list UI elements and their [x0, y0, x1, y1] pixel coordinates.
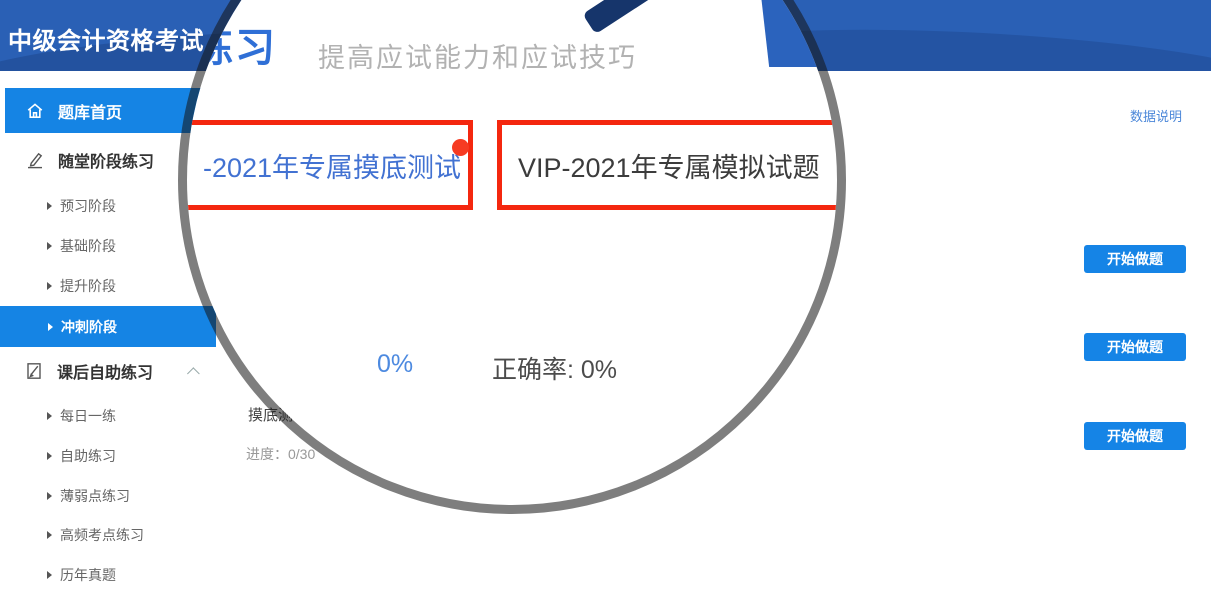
sidebar-item-label: 历年真题	[60, 567, 116, 583]
tab-label: -2021年专属摸底测试	[203, 152, 462, 183]
tab-label: VIP-2021年专属模拟试题	[518, 152, 820, 183]
magnified-header-fragment	[745, 0, 837, 67]
sidebar-item-label: 冲刺阶段	[61, 318, 117, 335]
sidebar-item-improve-stage[interactable]: 提升阶段	[0, 276, 216, 296]
sidebar-item-label: 提升阶段	[60, 278, 116, 294]
note-icon	[24, 361, 44, 381]
sidebar-item-label: 题库首页	[58, 104, 123, 122]
exam-item-progress: 进度：0/30	[246, 446, 316, 462]
pencil-icon	[25, 150, 45, 170]
magnifier-lens: 练习 提高应试能力和应试技巧 -2021年专属摸底测试 VIP-2021年专属模…	[187, 0, 837, 505]
bullet-triangle-icon	[47, 531, 52, 539]
magnified-header-ribbon	[582, 0, 658, 35]
tab-vip-2021-mock-exam[interactable]: VIP-2021年专属模拟试题	[497, 120, 837, 210]
bullet-triangle-icon	[48, 322, 53, 331]
start-practice-button-1[interactable]: 开始做题	[1084, 245, 1186, 273]
sidebar-item-label: 每日一练	[60, 408, 116, 424]
home-icon	[25, 101, 45, 121]
bullet-triangle-icon	[47, 202, 52, 210]
sidebar-item-in-class-stage-practice[interactable]: 随堂阶段练习	[0, 146, 216, 174]
bullet-triangle-icon	[47, 571, 52, 579]
notification-red-dot	[452, 139, 469, 156]
site-title: 中级会计资格考试	[8, 28, 204, 55]
sidebar-item-after-class-self-practice[interactable]: 课后自助练习	[0, 356, 216, 386]
sidebar-item-daily-practice[interactable]: 每日一练	[0, 406, 216, 426]
sidebar-item-label: 预习阶段	[60, 198, 116, 214]
start-practice-button-2[interactable]: 开始做题	[1084, 333, 1186, 361]
practice-logo-text: 练习	[193, 26, 277, 70]
sidebar-item-label: 自助练习	[60, 448, 116, 464]
slogan-text: 提高应试能力和应试技巧	[318, 43, 637, 73]
data-explanation-link[interactable]: 数据说明	[1130, 109, 1183, 124]
chevron-up-icon[interactable]	[187, 366, 200, 380]
sidebar-item-weak-point-practice[interactable]: 薄弱点练习	[0, 486, 216, 506]
accuracy-value: 正确率: 0%	[492, 356, 618, 384]
sidebar-item-label: 课后自助练习	[57, 365, 154, 382]
bullet-triangle-icon	[47, 492, 52, 500]
bullet-triangle-icon	[47, 282, 52, 290]
sidebar-item-high-frequency-practice[interactable]: 高频考点练习	[0, 525, 216, 545]
progress-percent-value: 0%	[377, 350, 414, 378]
sidebar-item-sprint-stage[interactable]: 冲刺阶段	[0, 306, 216, 347]
sidebar-item-label: 高频考点练习	[60, 527, 144, 543]
sidebar-item-label: 基础阶段	[60, 238, 116, 254]
sidebar-item-self-practice[interactable]: 自助练习	[0, 446, 216, 466]
tab-2021-diagnostic-test[interactable]: -2021年专属摸底测试	[187, 120, 473, 210]
bullet-triangle-icon	[47, 452, 52, 460]
sidebar-item-past-exam-papers[interactable]: 历年真题	[0, 565, 216, 585]
bullet-triangle-icon	[47, 242, 52, 250]
bullet-triangle-icon	[47, 412, 52, 420]
sidebar-item-preview-stage[interactable]: 预习阶段	[0, 196, 216, 216]
start-practice-button-3[interactable]: 开始做题	[1084, 422, 1186, 450]
sidebar-item-basic-stage[interactable]: 基础阶段	[0, 236, 216, 256]
sidebar-item-question-bank-home[interactable]: 题库首页	[5, 88, 216, 133]
sidebar-item-label: 薄弱点练习	[60, 488, 130, 504]
sidebar-item-label: 随堂阶段练习	[58, 154, 155, 171]
